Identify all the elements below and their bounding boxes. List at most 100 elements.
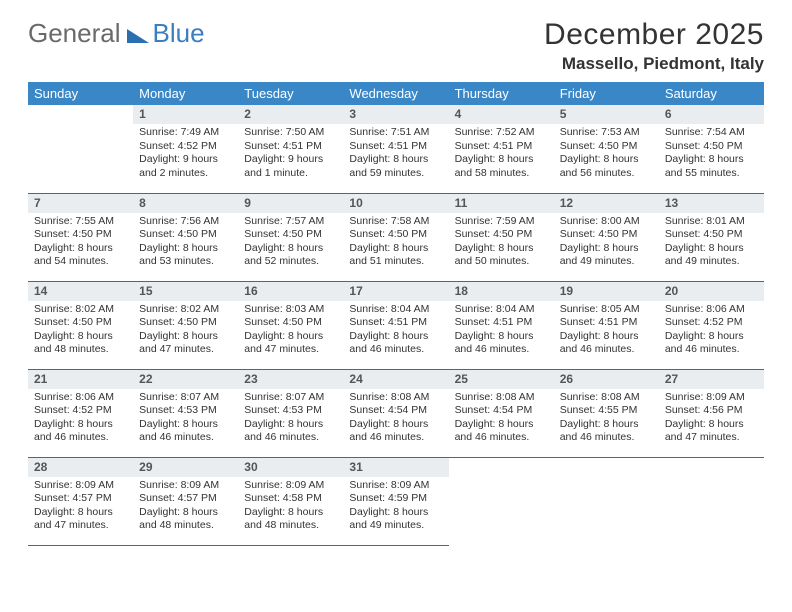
- day-body: Sunrise: 7:58 AMSunset: 4:50 PMDaylight:…: [343, 213, 448, 273]
- sunrise-line: Sunrise: 8:04 AM: [455, 303, 535, 315]
- day-body: Sunrise: 8:09 AMSunset: 4:56 PM Daylight:…: [659, 389, 764, 449]
- day-number: 6: [659, 105, 764, 124]
- weekday-header: Wednesday: [343, 82, 448, 105]
- day-number: 11: [449, 194, 554, 213]
- calendar-cell: 29Sunrise: 8:09 AMSunset: 4:57 PMDayligh…: [133, 457, 238, 545]
- calendar-cell: 28Sunrise: 8:09 AMSunset: 4:57 PMDayligh…: [28, 457, 133, 545]
- sunset-line: Sunset: 4:50 PM: [560, 140, 638, 152]
- logo: General Blue: [28, 18, 205, 49]
- day-body: Sunrise: 8:07 AMSunset: 4:53 PMDaylight:…: [133, 389, 238, 449]
- daylight-line: Daylight: 8 hours and 50 minutes.: [455, 242, 534, 267]
- daylight-line: Daylight: 8 hours and 47 minutes.: [665, 418, 744, 443]
- day-body: Sunrise: 8:09 AMSunset: 4:57 PMDaylight:…: [133, 477, 238, 537]
- day-number: 1: [133, 105, 238, 124]
- sunset-line: Sunset: 4:56 PM: [665, 404, 743, 416]
- sunrise-line: Sunrise: 7:59 AM: [455, 215, 535, 227]
- calendar-cell: 30Sunrise: 8:09 AMSunset: 4:58 PMDayligh…: [238, 457, 343, 545]
- sunrise-line: Sunrise: 8:02 AM: [34, 303, 114, 315]
- daylight-line: Daylight: 9 hours and 1 minute.: [244, 153, 323, 178]
- day-number: 17: [343, 282, 448, 301]
- day-body: Sunrise: 7:49 AMSunset: 4:52 PMDaylight:…: [133, 124, 238, 184]
- weekday-header: Saturday: [659, 82, 764, 105]
- day-number: 4: [449, 105, 554, 124]
- sunrise-line: Sunrise: 8:09 AM: [665, 391, 745, 403]
- day-body: Sunrise: 8:08 AMSunset: 4:54 PMDaylight:…: [449, 389, 554, 449]
- day-number: 20: [659, 282, 764, 301]
- weekday-header: Tuesday: [238, 82, 343, 105]
- sunset-line: Sunset: 4:50 PM: [560, 228, 638, 240]
- sunrise-line: Sunrise: 7:55 AM: [34, 215, 114, 227]
- day-body: Sunrise: 7:53 AMSunset: 4:50 PMDaylight:…: [554, 124, 659, 184]
- day-number: 13: [659, 194, 764, 213]
- sunset-line: Sunset: 4:50 PM: [455, 228, 533, 240]
- location-label: Massello, Piedmont, Italy: [544, 54, 764, 74]
- daylight-line: Daylight: 8 hours and 58 minutes.: [455, 153, 534, 178]
- day-number: 5: [554, 105, 659, 124]
- day-body: Sunrise: 8:06 AMSunset: 4:52 PMDaylight:…: [28, 389, 133, 449]
- day-body: Sunrise: 7:52 AM Sunset: 4:51 PMDaylight:…: [449, 124, 554, 184]
- day-number: 26: [554, 370, 659, 389]
- day-number: 31: [343, 458, 448, 477]
- day-body: Sunrise: 8:09 AMSunset: 4:57 PMDaylight:…: [28, 477, 133, 537]
- sunset-line: Sunset: 4:55 PM: [560, 404, 638, 416]
- daylight-line: Daylight: 8 hours and 48 minutes.: [34, 330, 113, 355]
- day-number: 14: [28, 282, 133, 301]
- daylight-line: Daylight: 8 hours and 53 minutes.: [139, 242, 218, 267]
- sunset-line: Sunset: 4:52 PM: [139, 140, 217, 152]
- calendar-cell: 13Sunrise: 8:01 AMSunset: 4:50 PMDayligh…: [659, 193, 764, 281]
- day-number: 30: [238, 458, 343, 477]
- day-body: Sunrise: 8:03 AMSunset: 4:50 PMDaylight:…: [238, 301, 343, 361]
- daylight-line: Daylight: 8 hours and 46 minutes.: [560, 330, 639, 355]
- sunset-line: Sunset: 4:53 PM: [139, 404, 217, 416]
- calendar-table: SundayMondayTuesdayWednesdayThursdayFrid…: [28, 82, 764, 546]
- sunrise-line: Sunrise: 8:05 AM: [560, 303, 640, 315]
- daylight-line: Daylight: 8 hours and 54 minutes.: [34, 242, 113, 267]
- sunrise-line: Sunrise: 7:53 AM: [560, 126, 640, 138]
- sunset-line: Sunset: 4:52 PM: [665, 316, 743, 328]
- sunset-line: Sunset: 4:50 PM: [244, 228, 322, 240]
- sunset-line: Sunset: 4:54 PM: [349, 404, 427, 416]
- calendar-cell: 22Sunrise: 8:07 AMSunset: 4:53 PMDayligh…: [133, 369, 238, 457]
- sunrise-line: Sunrise: 8:07 AM: [139, 391, 219, 403]
- day-number: 25: [449, 370, 554, 389]
- sunset-line: Sunset: 4:52 PM: [34, 404, 112, 416]
- day-number: 24: [343, 370, 448, 389]
- calendar-cell: 12Sunrise: 8:00 AMSunset: 4:50 PMDayligh…: [554, 193, 659, 281]
- daylight-line: Daylight: 8 hours and 47 minutes.: [34, 506, 113, 531]
- sunset-line: Sunset: 4:50 PM: [139, 228, 217, 240]
- calendar-cell: 14 Sunrise: 8:02 AMSunset: 4:50 PM Dayligh…: [28, 281, 133, 369]
- day-body: Sunrise: 7:55 AMSunset: 4:50 PMDaylight:…: [28, 213, 133, 273]
- daylight-line: Daylight: 8 hours and 47 minutes.: [139, 330, 218, 355]
- sunrise-line: Sunrise: 7:52 AM: [455, 126, 535, 138]
- sunset-line: Sunset: 4:50 PM: [349, 228, 427, 240]
- day-number: 23: [238, 370, 343, 389]
- sunset-line: Sunset: 4:50 PM: [34, 316, 112, 328]
- day-body: Sunrise: 8:04 AMSunset: 4:51 PMDaylight:…: [449, 301, 554, 361]
- calendar-cell: 11 Sunrise: 7:59 AMSunset: 4:50 PM Dayligh…: [449, 193, 554, 281]
- day-number: 28: [28, 458, 133, 477]
- daylight-line: Daylight: 8 hours and 46 minutes.: [34, 418, 113, 443]
- daylight-line: Daylight: 8 hours and 46 minutes.: [455, 330, 534, 355]
- logo-text-2: Blue: [153, 18, 205, 49]
- calendar-cell: 5Sunrise: 7:53 AMSunset: 4:50 PMDaylight…: [554, 105, 659, 193]
- day-body: Sunrise: 8:07 AMSunset: 4:53 PMDaylight:…: [238, 389, 343, 449]
- logo-text-1: General: [28, 18, 121, 49]
- sunrise-line: Sunrise: 8:04 AM: [349, 303, 429, 315]
- day-number: 2: [238, 105, 343, 124]
- sunset-line: Sunset: 4:51 PM: [455, 140, 533, 152]
- daylight-line: Daylight: 8 hours and 46 minutes.: [349, 418, 428, 443]
- sunset-line: Sunset: 4:50 PM: [665, 140, 743, 152]
- day-body: Sunrise: 8:08 AMSunset: 4:54 PMDaylight:…: [343, 389, 448, 449]
- calendar-cell: 31Sunrise: 8:09 AMSunset: 4:59 PMDayligh…: [343, 457, 448, 545]
- sunset-line: Sunset: 4:51 PM: [244, 140, 322, 152]
- day-body: Sunrise: 8:08 AMSunset: 4:55 PMDaylight:…: [554, 389, 659, 449]
- sunrise-line: Sunrise: 8:08 AM: [455, 391, 535, 403]
- day-number: 27: [659, 370, 764, 389]
- calendar-cell: 24Sunrise: 8:08 AMSunset: 4:54 PMDayligh…: [343, 369, 448, 457]
- weekday-header: Friday: [554, 82, 659, 105]
- weekday-header: Monday: [133, 82, 238, 105]
- sunset-line: Sunset: 4:53 PM: [244, 404, 322, 416]
- day-body: Sunrise: 8:00 AMSunset: 4:50 PMDaylight:…: [554, 213, 659, 273]
- day-number: 12: [554, 194, 659, 213]
- day-number: 15: [133, 282, 238, 301]
